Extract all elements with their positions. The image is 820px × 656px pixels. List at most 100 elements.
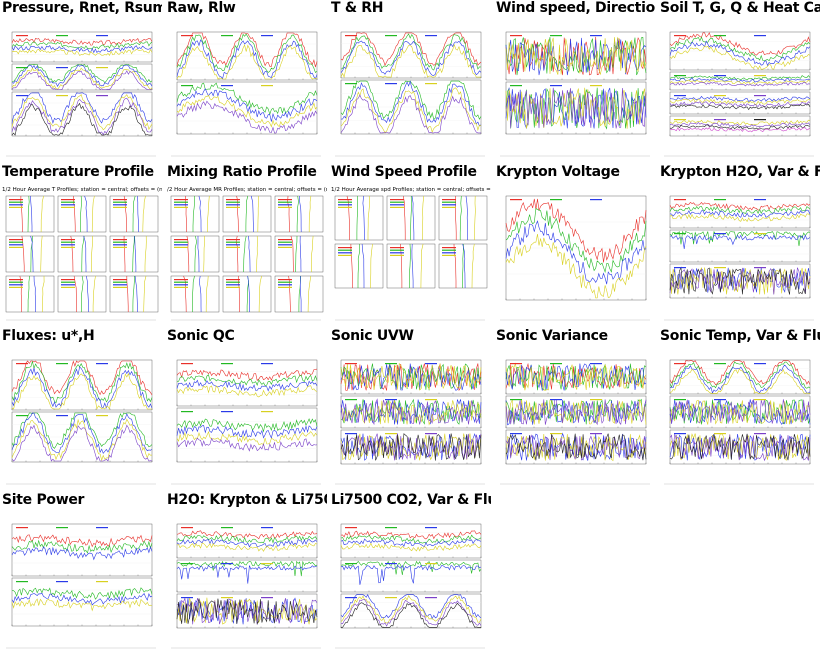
plot-thumbnail[interactable] (165, 346, 327, 488)
plot-thumbnail[interactable]: 1/2 Hour Average T Profiles; station = c… (0, 182, 162, 324)
plot-thumbnail[interactable] (165, 510, 327, 652)
plot-cell[interactable]: Pressure, Rnet, Rsum (0, 0, 162, 164)
plot-cell[interactable]: Raw, Rlw (165, 0, 327, 164)
legend-swatch (510, 35, 522, 37)
plot-thumbnail[interactable] (658, 182, 820, 324)
plot-cell[interactable]: Wind speed, Direction (494, 0, 656, 164)
plot-cell[interactable]: H2O: Krypton & Li7500 (165, 492, 327, 656)
series-line (176, 33, 318, 74)
plot-cell[interactable]: Soil T, G, Q & Heat Cap (658, 0, 820, 164)
legend-swatch (181, 363, 193, 365)
legend-swatch (442, 204, 456, 206)
plot-thumbnail[interactable] (0, 18, 162, 160)
legend-swatch (226, 241, 240, 243)
legend-swatch (442, 249, 456, 251)
legend-swatch (714, 75, 726, 77)
plot-title[interactable]: Temperature Profile (2, 164, 154, 180)
plot-title[interactable]: Site Power (2, 492, 85, 508)
legend-swatch (113, 286, 127, 288)
plot-cell[interactable]: Mixing Ratio Profile/2 Hour Average MR P… (165, 164, 327, 328)
plot-cell[interactable]: Sonic QC (165, 328, 327, 492)
legend-swatch (96, 35, 108, 37)
legend-swatch (16, 95, 28, 97)
plot-title[interactable]: Soil T, G, Q & Heat Cap (660, 0, 820, 16)
legend-swatch (61, 279, 75, 281)
plot-cell[interactable]: Temperature Profile 1/2 Hour Average T Pr… (0, 164, 162, 328)
plot-cell[interactable]: Fluxes: u*,H (0, 328, 162, 492)
legend-swatch (385, 399, 397, 401)
plot-thumbnail[interactable] (329, 510, 491, 652)
legend-swatch (221, 411, 233, 413)
plot-title[interactable]: Pressure, Rnet, Rsum (2, 0, 162, 16)
plot-svg (335, 523, 485, 649)
profile-line (81, 235, 85, 272)
legend-swatch (754, 119, 766, 121)
plot-title[interactable]: Krypton H2O, Var & Flux (660, 164, 820, 180)
plot-title[interactable]: Wind speed, Direction (496, 0, 656, 16)
plot-cell[interactable]: Wind Speed Profile 1/2 Hour Average spd P… (329, 164, 491, 328)
plot-cell[interactable]: Li7500 CO2, Var & Flux (329, 492, 491, 656)
plot-title[interactable]: Sonic Variance (496, 328, 608, 344)
plot-thumbnail[interactable] (165, 18, 327, 160)
legend-swatch (590, 199, 602, 201)
legend-swatch (338, 254, 352, 256)
plot-cell[interactable]: Sonic Variance (494, 328, 656, 492)
plot-thumbnail[interactable]: 1/2 Hour Average spd Profiles; station =… (329, 182, 491, 324)
plot-title[interactable]: H2O: Krypton & Li7500 (167, 492, 327, 508)
legend-swatch (16, 67, 28, 69)
plot-thumbnail[interactable] (0, 346, 162, 488)
plot-cell[interactable]: T & RH (329, 0, 491, 164)
plot-thumbnail[interactable] (329, 346, 491, 488)
legend-swatch (714, 35, 726, 37)
plot-cell[interactable]: Sonic UVW (329, 328, 491, 492)
series-line (11, 587, 153, 600)
plot-title[interactable]: Li7500 CO2, Var & Flux (331, 492, 491, 508)
plot-thumbnail[interactable]: /2 Hour Average MR Profiles; station = c… (165, 182, 327, 324)
legend-swatch (56, 363, 68, 365)
profile-line (91, 235, 94, 272)
profile-line (307, 275, 312, 313)
legend-swatch (390, 199, 404, 201)
plot-cell[interactable]: Krypton Voltage (494, 164, 656, 328)
legend-swatch (221, 85, 233, 87)
plot-thumbnail[interactable] (494, 346, 656, 488)
plot-cell[interactable]: Sonic Temp, Var & Flux (658, 328, 820, 492)
plot-title[interactable]: Fluxes: u*,H (2, 328, 95, 344)
profile-panel (222, 235, 272, 273)
profile-panel (5, 275, 55, 313)
plot-cell[interactable]: Krypton H2O, Var & Flux (658, 164, 820, 328)
plot-thumbnail[interactable] (658, 18, 820, 160)
plot-thumbnail[interactable] (0, 510, 162, 652)
legend-swatch (113, 204, 127, 206)
plot-title[interactable]: Krypton Voltage (496, 164, 620, 180)
plot-svg (500, 359, 650, 485)
profile-panel (334, 195, 384, 241)
plot-thumbnail[interactable] (494, 18, 656, 160)
series-line (340, 599, 482, 627)
profile-line (81, 275, 84, 312)
plot-title[interactable]: Sonic QC (167, 328, 235, 344)
plot-title[interactable]: Sonic Temp, Var & Flux (660, 328, 820, 344)
legend-swatch (550, 35, 562, 37)
plot-thumbnail[interactable] (329, 18, 491, 160)
plot-svg (664, 31, 814, 157)
series-line (340, 363, 482, 391)
series-line (176, 437, 318, 452)
series-line (669, 368, 810, 394)
plot-title[interactable]: Wind Speed Profile (331, 164, 477, 180)
plot-thumbnail[interactable] (658, 346, 820, 488)
plot-svg: 1/2 Hour Average T Profiles; station = c… (2, 187, 162, 321)
profile-panel (222, 195, 272, 233)
profile-line (409, 243, 411, 289)
plot-cell[interactable]: Site Power (0, 492, 162, 656)
plot-title[interactable]: Sonic UVW (331, 328, 414, 344)
plot-title[interactable]: Mixing Ratio Profile (167, 164, 317, 180)
legend-swatch (425, 597, 437, 599)
series-line (669, 95, 811, 103)
plot-thumbnail[interactable] (494, 182, 656, 324)
plot-title[interactable]: T & RH (331, 0, 384, 16)
legend-swatch (390, 254, 404, 256)
plot-title[interactable]: Raw, Rlw (167, 0, 236, 16)
plot-svg (6, 523, 156, 649)
profile-line (30, 235, 34, 273)
